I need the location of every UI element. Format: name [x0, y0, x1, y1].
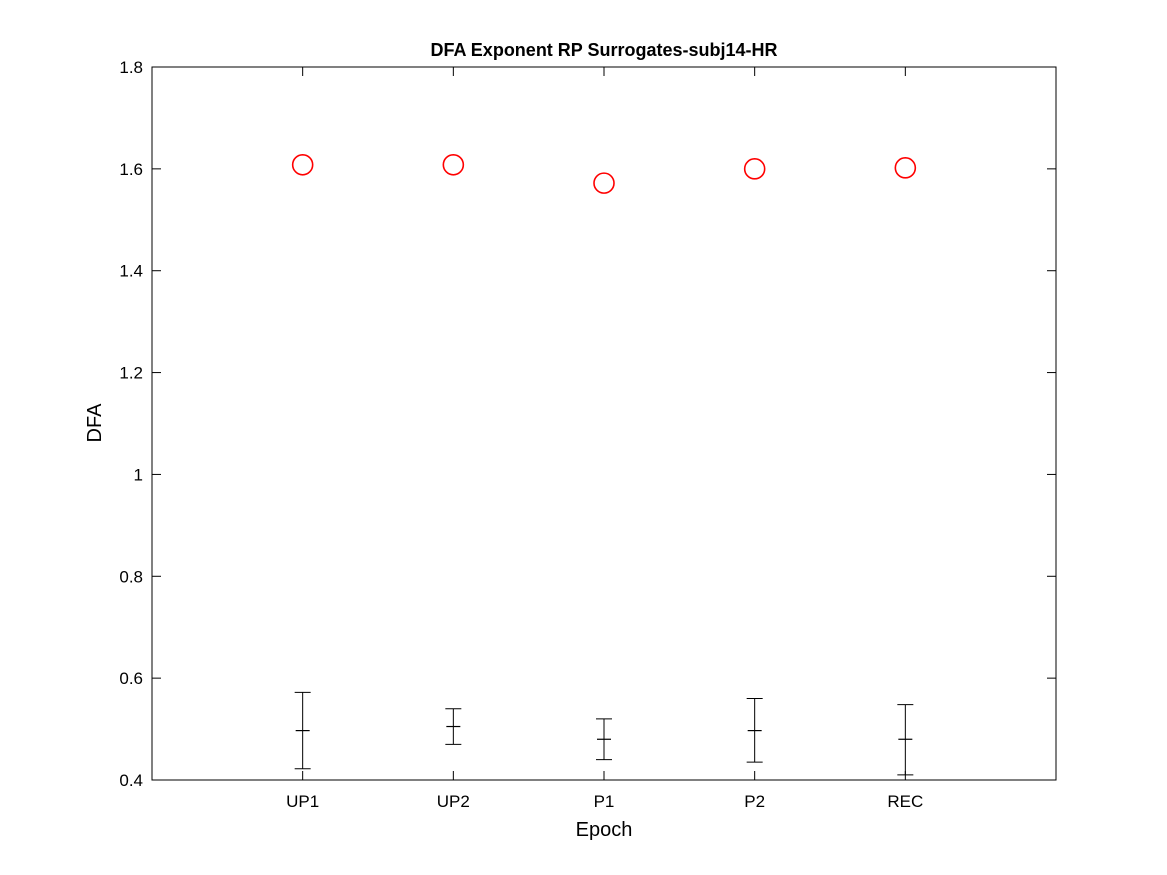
y-tick-label: 1.2: [119, 364, 143, 383]
error-bar: [445, 708, 462, 745]
plot-area: [151, 66, 1057, 781]
x-tick-label: UP2: [437, 792, 470, 811]
x-tick-label: P1: [594, 792, 615, 811]
x-tick-label: P2: [744, 792, 765, 811]
y-axis-ticks: 0.4 0.6 0.8 1 1.2 1.4 1.6 1.8: [119, 58, 1056, 790]
x-axis-label: Epoch: [576, 819, 633, 841]
y-tick-label: 0.8: [119, 567, 143, 586]
y-tick-label: 1.4: [119, 262, 143, 281]
x-tick-label: UP1: [286, 792, 319, 811]
y-tick-label: 0.6: [119, 669, 143, 688]
chart-title: DFA Exponent RP Surrogates-subj14-HR: [430, 40, 777, 60]
error-bar: [596, 718, 612, 761]
data-point-circle: [593, 172, 615, 194]
error-bar: [294, 691, 311, 770]
data-series: [291, 153, 917, 776]
error-bar: [746, 698, 763, 763]
y-tick-label: 1.6: [119, 160, 143, 179]
data-point-circle: [291, 153, 314, 176]
data-point-circle: [442, 153, 465, 176]
x-tick-label: REC: [887, 792, 923, 811]
y-tick-label: 1.8: [119, 58, 143, 77]
y-axis-label: DFA: [84, 403, 106, 443]
data-point-circle: [894, 157, 917, 179]
x-axis-ticks: UP1 UP2 P1 P2 REC: [286, 67, 923, 811]
y-tick-label: 0.4: [119, 771, 143, 790]
y-tick-label: 1: [134, 465, 143, 484]
data-point-circle: [743, 158, 766, 180]
error-bar: [897, 704, 914, 776]
